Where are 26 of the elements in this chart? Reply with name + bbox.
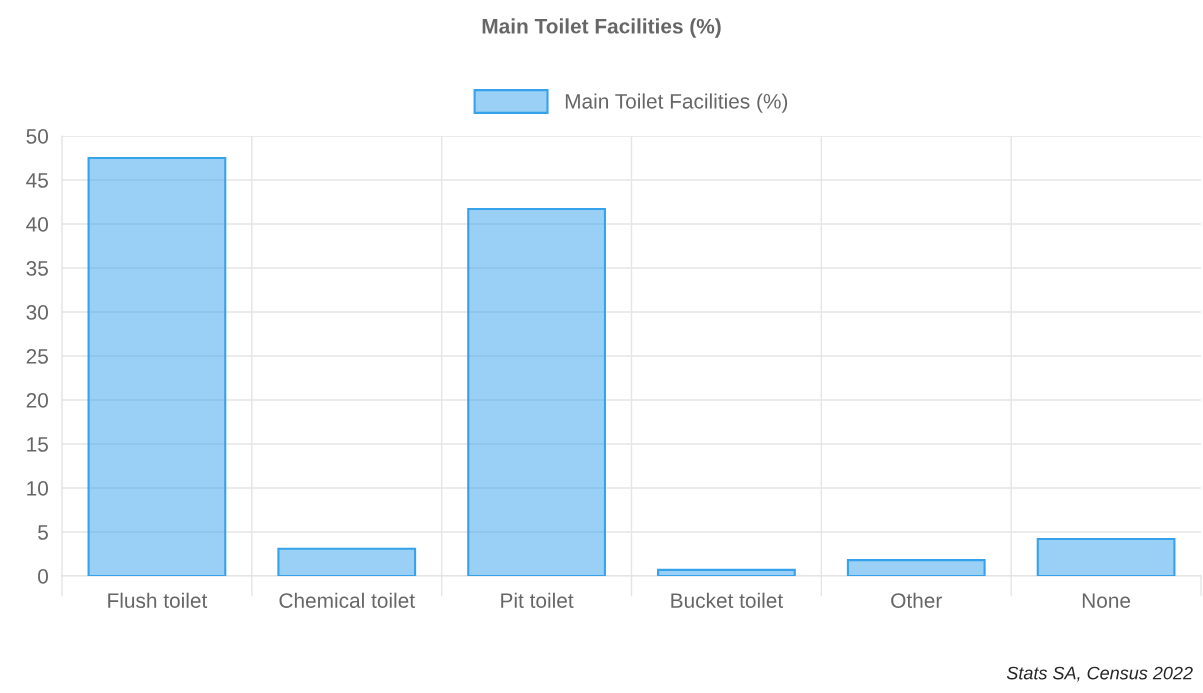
bar	[467, 208, 606, 576]
bar	[277, 547, 417, 576]
x-tick-label: None	[1082, 593, 1131, 608]
y-tick-label: 50	[26, 129, 48, 144]
bar	[1036, 538, 1176, 576]
y-tick-label: 45	[26, 173, 48, 188]
bar	[657, 568, 796, 576]
x-tick-label: Bucket toilet	[671, 592, 784, 608]
y-tick-label: 25	[26, 349, 48, 364]
y-tick-label: 20	[26, 393, 48, 408]
chart-title: Main Toilet Facilities (%)	[482, 18, 721, 38]
y-tick-label: 5	[38, 525, 48, 540]
y-tick-label: 40	[26, 217, 48, 232]
legend-label: Main Toilet Facilities (%)	[565, 93, 788, 113]
x-tick-label: Chemical toilet	[279, 592, 415, 608]
bar	[87, 156, 227, 576]
x-tick-label: Flush toilet	[108, 592, 208, 608]
text: Stats SA, Census 2022	[1006, 666, 1193, 682]
y-tick-label: 35	[26, 261, 48, 276]
y-tick-label: 15	[27, 437, 48, 452]
x-tick-label: Pit toilet	[501, 592, 574, 608]
x-tick-label: Other	[891, 592, 942, 608]
y-tick-label: 0	[38, 569, 48, 584]
y-tick-label: 10	[27, 481, 48, 496]
bar	[846, 559, 986, 576]
y-tick-label: 30	[26, 305, 48, 320]
